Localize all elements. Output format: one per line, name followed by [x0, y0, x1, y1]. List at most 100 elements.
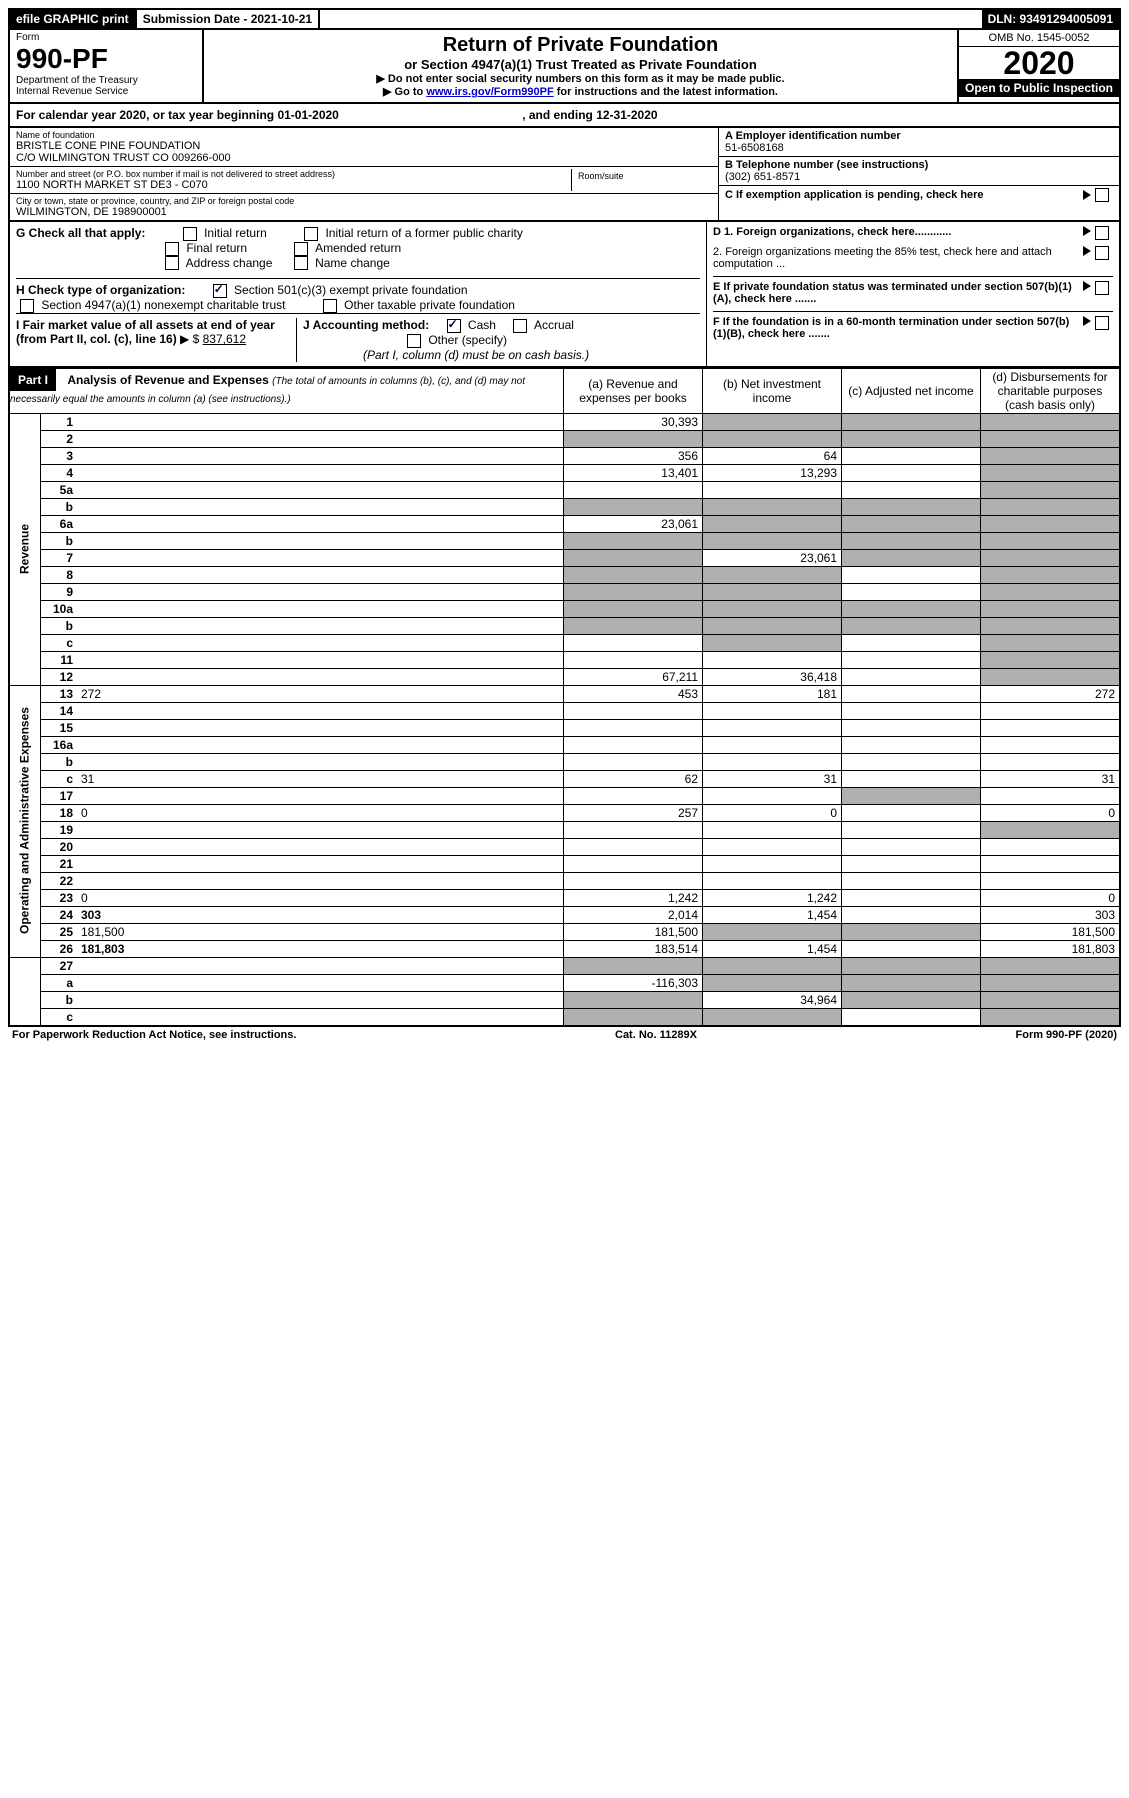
checkbox-amended[interactable]: [294, 242, 308, 256]
checkbox-c[interactable]: [1095, 188, 1109, 202]
arrow-icon: [1083, 246, 1091, 256]
amount-cell: 181,500: [564, 923, 703, 940]
address: 1100 NORTH MARKET ST DE3 - C070: [16, 179, 571, 191]
line-desc: [77, 668, 564, 685]
checkbox-d1[interactable]: [1095, 226, 1109, 240]
line-number: 12: [41, 668, 78, 685]
footer-mid: Cat. No. 11289X: [615, 1029, 697, 1041]
amount-cell: [564, 736, 703, 753]
line-number: b: [41, 532, 78, 549]
form-subtitle: or Section 4947(a)(1) Trust Treated as P…: [208, 57, 953, 72]
amount-cell: 1,242: [564, 889, 703, 906]
checkbox-address[interactable]: [165, 256, 179, 270]
amount-cell: [981, 430, 1121, 447]
line-desc: 0: [77, 804, 564, 821]
efile-label: efile GRAPHIC print: [10, 10, 137, 28]
line-desc: [77, 974, 564, 991]
ein: 51-6508168: [725, 142, 1113, 154]
dept-label: Department of the Treasury: [16, 75, 196, 86]
foundation-name2: C/O WILMINGTON TRUST CO 009266-000: [16, 152, 712, 164]
amount-cell: [703, 736, 842, 753]
line-desc: [77, 617, 564, 634]
amount-cell: [981, 651, 1121, 668]
form-number: 990-PF: [16, 43, 196, 75]
top-bar: efile GRAPHIC print Submission Date - 20…: [8, 8, 1121, 30]
amount-cell: [842, 719, 981, 736]
amount-cell: [981, 532, 1121, 549]
checkbox-cash[interactable]: [447, 319, 461, 333]
line-number: 24: [41, 906, 78, 923]
line-number: 11: [41, 651, 78, 668]
amount-cell: [703, 634, 842, 651]
checkbox-name[interactable]: [294, 256, 308, 270]
line-desc: [77, 515, 564, 532]
amount-cell: 13,401: [564, 464, 703, 481]
form-label: Form: [16, 32, 196, 43]
h-label: H Check type of organization:: [16, 283, 185, 297]
amount-cell: [703, 753, 842, 770]
amount-cell: [842, 1008, 981, 1026]
amount-cell: [842, 464, 981, 481]
amount-cell: [703, 583, 842, 600]
line-number: 27: [41, 957, 78, 974]
amount-cell: [703, 923, 842, 940]
amount-cell: [564, 498, 703, 515]
amount-cell: 1,454: [703, 940, 842, 957]
line-number: 16a: [41, 736, 78, 753]
amount-cell: [842, 872, 981, 889]
amount-cell: [703, 651, 842, 668]
line-number: 18: [41, 804, 78, 821]
checkbox-initial[interactable]: [183, 227, 197, 241]
line-number: 26: [41, 940, 78, 957]
line-number: 13: [41, 685, 78, 702]
amount-cell: [564, 549, 703, 566]
checkbox-f[interactable]: [1095, 316, 1109, 330]
line-desc: [77, 719, 564, 736]
submission-date: Submission Date - 2021-10-21: [137, 10, 320, 28]
checkbox-initial-former[interactable]: [304, 227, 318, 241]
instr1: ▶ Do not enter social security numbers o…: [208, 72, 953, 85]
checkbox-4947[interactable]: [20, 299, 34, 313]
amount-cell: [564, 617, 703, 634]
line-desc: [77, 991, 564, 1008]
amount-cell: [842, 447, 981, 464]
checkbox-d2[interactable]: [1095, 246, 1109, 260]
col-d: (d) Disbursements for charitable purpose…: [981, 368, 1121, 413]
arrow-icon: [1083, 190, 1091, 200]
amount-cell: [842, 838, 981, 855]
line-number: 1: [41, 413, 78, 430]
amount-cell: [564, 1008, 703, 1026]
instr2: ▶ Go to www.irs.gov/Form990PF for instru…: [208, 85, 953, 98]
arrow-icon: [1083, 281, 1091, 291]
checkbox-other-acct[interactable]: [407, 334, 421, 348]
line-desc: [77, 532, 564, 549]
amount-cell: [703, 532, 842, 549]
amount-cell: 64: [703, 447, 842, 464]
line-number: 19: [41, 821, 78, 838]
line-number: 22: [41, 872, 78, 889]
form-link[interactable]: www.irs.gov/Form990PF: [426, 86, 553, 98]
amount-cell: [981, 583, 1121, 600]
amount-cell: [981, 498, 1121, 515]
main-table: Part I Analysis of Revenue and Expenses …: [8, 368, 1121, 1027]
amount-cell: 1,454: [703, 906, 842, 923]
name-label: Name of foundation: [16, 130, 712, 140]
amount-cell: [981, 549, 1121, 566]
line-number: b: [41, 753, 78, 770]
line-number: 5a: [41, 481, 78, 498]
line-desc: [77, 651, 564, 668]
checkbox-501c3[interactable]: [213, 284, 227, 298]
checkbox-e[interactable]: [1095, 281, 1109, 295]
dln: DLN: 93491294005091: [982, 10, 1119, 28]
checkbox-final[interactable]: [165, 242, 179, 256]
amount-cell: [842, 787, 981, 804]
checkbox-accrual[interactable]: [513, 319, 527, 333]
amount-cell: [564, 532, 703, 549]
line-number: 8: [41, 566, 78, 583]
line-number: 10a: [41, 600, 78, 617]
amount-cell: [564, 753, 703, 770]
line-desc: [77, 1008, 564, 1026]
amount-cell: [842, 481, 981, 498]
checkbox-other-tax[interactable]: [323, 299, 337, 313]
amount-cell: 183,514: [564, 940, 703, 957]
